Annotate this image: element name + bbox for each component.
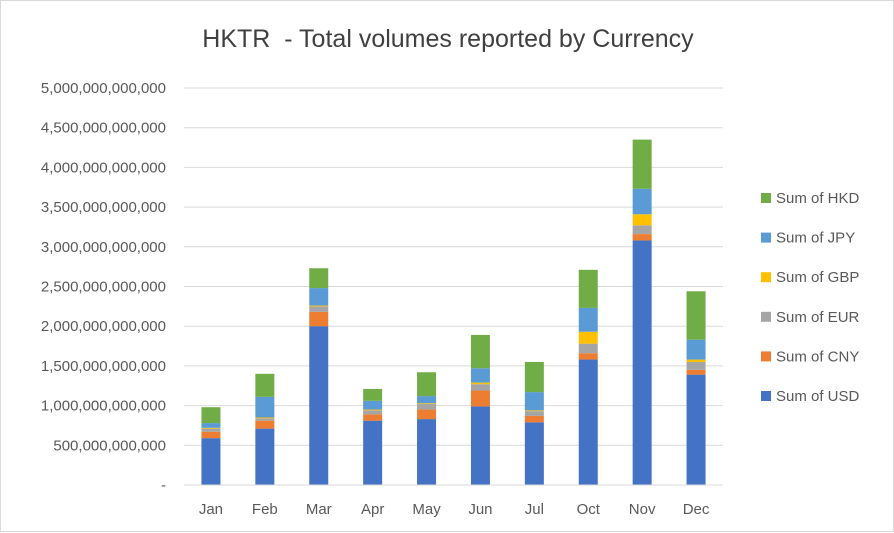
- bar-segment-eur-apr: [363, 410, 383, 415]
- legend-swatch: [761, 311, 771, 322]
- legend-swatch: [761, 232, 771, 243]
- bar-segment-cny-oct: [578, 353, 598, 360]
- bar-segment-jpy-feb: [255, 396, 275, 418]
- bar-segment-jpy-jan: [201, 423, 221, 428]
- bar-segment-gbp-jun: [470, 382, 490, 385]
- bar-segment-gbp-jul: [524, 410, 544, 412]
- bar-segment-gbp-oct: [578, 331, 598, 344]
- y-tick-label: 3,000,000,000,000: [41, 239, 166, 256]
- x-tick-label: Nov: [629, 501, 656, 518]
- x-tick-label: Apr: [361, 501, 384, 518]
- bar-segment-jpy-dec: [686, 339, 706, 360]
- bar-segment-jpy-oct: [578, 307, 598, 332]
- x-tick-label: Feb: [252, 501, 278, 518]
- bar-segment-usd-jan: [201, 438, 221, 485]
- y-tick-label: 2,500,000,000,000: [41, 279, 166, 296]
- bar-segment-usd-mar: [309, 326, 329, 485]
- bar-segment-eur-nov: [632, 225, 652, 235]
- y-tick-label: 4,000,000,000,000: [41, 159, 166, 176]
- legend-label: Sum of CNY: [776, 348, 859, 365]
- bar-segment-hkd-jun: [470, 334, 490, 369]
- bar-segment-cny-nov: [632, 234, 652, 241]
- y-tick-label: 1,000,000,000,000: [41, 398, 166, 415]
- bar-segment-usd-feb: [255, 428, 275, 485]
- x-tick-label: May: [412, 501, 441, 518]
- bar-segment-usd-dec: [686, 374, 706, 485]
- y-tick-label: 1,500,000,000,000: [41, 358, 166, 375]
- legend-swatch: [761, 391, 771, 401]
- bar-segment-hkd-oct: [578, 269, 598, 308]
- bar-segment-usd-may: [417, 419, 437, 485]
- bar-segment-jpy-may: [417, 396, 437, 404]
- bar-segment-jpy-apr: [363, 400, 383, 410]
- y-tick-label: 3,500,000,000,000: [41, 199, 166, 216]
- bar-segment-gbp-may: [417, 403, 437, 405]
- y-tick-label: 4,500,000,000,000: [41, 120, 166, 137]
- legend-label: Sum of EUR: [776, 309, 860, 326]
- legend-swatch: [761, 272, 771, 283]
- bar-segment-gbp-feb: [255, 417, 275, 419]
- bar-segment-gbp-jan: [201, 427, 221, 429]
- bar-segment-hkd-apr: [363, 388, 383, 401]
- legend-label: Sum of USD: [776, 388, 860, 405]
- bar-segment-cny-apr: [363, 414, 383, 421]
- bar-segment-jpy-jul: [524, 392, 544, 411]
- x-tick-label: Jan: [199, 501, 223, 518]
- axes: - 500,000,000,000 1,000,000,000,000 1,500,0…: [41, 80, 723, 518]
- legend-label: Sum of HKD: [776, 190, 860, 207]
- bar-segment-gbp-mar: [309, 305, 329, 307]
- x-tick-label: Dec: [683, 501, 710, 518]
- bar-segment-usd-jun: [470, 406, 490, 485]
- bar-segment-eur-feb: [255, 418, 275, 421]
- chart-title: HKTR - Total volumes reported by Currenc…: [202, 25, 694, 53]
- bar-segment-cny-jun: [470, 390, 490, 407]
- bar-segment-eur-oct: [578, 343, 598, 354]
- bar-segment-hkd-jan: [201, 407, 221, 424]
- bar-segment-hkd-nov: [632, 139, 652, 189]
- y-tick-label: 2,000,000,000,000: [41, 318, 166, 335]
- legend-label: Sum of JPY: [776, 230, 855, 247]
- bar-segment-cny-dec: [686, 369, 706, 375]
- bars: [201, 139, 706, 485]
- bar-segment-gbp-nov: [632, 214, 652, 226]
- y-tick-label: -: [161, 477, 166, 494]
- bar-segment-usd-oct: [578, 359, 598, 485]
- bar-segment-usd-jul: [524, 422, 544, 485]
- bar-segment-cny-may: [417, 409, 437, 420]
- bar-segment-eur-dec: [686, 361, 706, 370]
- bar-segment-eur-jan: [201, 428, 221, 432]
- x-tick-label: Jun: [468, 501, 492, 518]
- y-tick-label: 5,000,000,000,000: [41, 80, 166, 97]
- bar-segment-eur-may: [417, 404, 437, 410]
- bar-segment-hkd-jul: [524, 361, 544, 393]
- bar-segment-eur-jul: [524, 411, 544, 416]
- bar-segment-hkd-dec: [686, 291, 706, 340]
- bar-segment-usd-nov: [632, 240, 652, 485]
- x-tick-label: Jul: [525, 501, 544, 518]
- bar-segment-cny-jul: [524, 415, 544, 423]
- bar-segment-jpy-jun: [470, 368, 490, 383]
- bar-segment-usd-apr: [363, 420, 383, 485]
- bar-segment-jpy-nov: [632, 188, 652, 215]
- bar-segment-gbp-apr: [363, 409, 383, 411]
- bar-segment-cny-mar: [309, 311, 329, 327]
- legend-label: Sum of GBP: [776, 269, 859, 286]
- bar-segment-jpy-mar: [309, 288, 329, 306]
- y-tick-label: 500,000,000,000: [53, 437, 166, 454]
- bar-segment-hkd-may: [417, 372, 437, 397]
- bar-segment-hkd-feb: [255, 373, 275, 397]
- bar-segment-eur-jun: [470, 384, 490, 391]
- legend: Sum of HKD Sum of JPY Sum of GBP Sum of EUR…: [761, 190, 860, 405]
- bar-segment-gbp-dec: [686, 359, 706, 362]
- legend-swatch: [761, 351, 771, 362]
- bar-segment-cny-feb: [255, 420, 275, 429]
- bar-segment-cny-jan: [201, 431, 221, 439]
- legend-swatch: [761, 193, 771, 203]
- bar-segment-eur-mar: [309, 306, 329, 312]
- x-tick-label: Oct: [577, 501, 601, 518]
- bar-segment-hkd-mar: [309, 268, 329, 289]
- x-tick-label: Mar: [306, 501, 332, 518]
